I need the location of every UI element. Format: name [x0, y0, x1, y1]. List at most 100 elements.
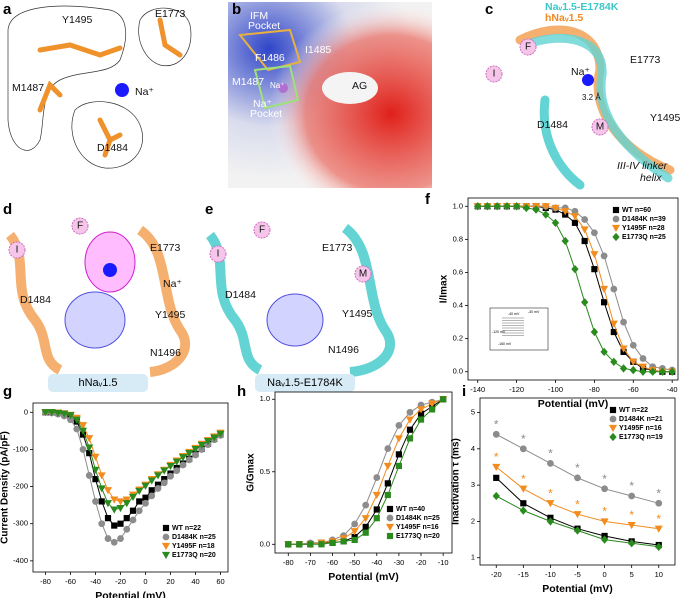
- point: [385, 523, 395, 532]
- point: [386, 514, 394, 522]
- structure-label: III-IV linker: [617, 160, 668, 172]
- point: [66, 412, 75, 420]
- point: [619, 345, 628, 353]
- label-badge: [253, 221, 271, 239]
- legend-label: D1484K n=39: [622, 216, 666, 223]
- x-axis-label: Potential (mV): [95, 590, 166, 598]
- point: [110, 506, 119, 514]
- structure-label: M1487: [12, 82, 44, 94]
- point: [111, 522, 118, 529]
- point: [573, 511, 582, 519]
- point: [141, 482, 150, 490]
- panel-letter: b: [232, 1, 241, 18]
- point: [519, 506, 528, 515]
- legend-label: D1484K n=21: [619, 416, 663, 423]
- x-tick-label: -20: [491, 570, 502, 579]
- y-tick-label: -200: [13, 482, 28, 491]
- point: [117, 535, 124, 542]
- x-tick-label: -20: [416, 558, 427, 567]
- point: [561, 236, 569, 246]
- point: [551, 218, 560, 227]
- y-tick-label: 3: [471, 480, 475, 489]
- point: [135, 487, 144, 496]
- structure-label: M1487: [232, 76, 264, 88]
- plot-frame: [274, 391, 453, 554]
- significance-mark: *: [548, 486, 553, 500]
- point: [110, 538, 118, 546]
- panel-letter: f: [425, 191, 431, 208]
- significance-mark: *: [575, 461, 580, 475]
- point: [185, 450, 194, 458]
- structure-label: F1486: [255, 52, 285, 64]
- point: [191, 445, 200, 454]
- point: [581, 237, 588, 245]
- point: [373, 506, 380, 513]
- significance-mark: *: [548, 447, 553, 461]
- point: [628, 492, 636, 500]
- point: [405, 416, 415, 424]
- point: [104, 535, 112, 542]
- significance-mark: *: [575, 497, 580, 511]
- point: [216, 430, 225, 438]
- y-tick-label: -400: [13, 556, 28, 565]
- point: [428, 406, 436, 413]
- point: [98, 520, 106, 528]
- point: [519, 485, 528, 493]
- structure-label: I1485: [305, 44, 331, 56]
- y-tick-label: 0: [24, 407, 28, 416]
- structure-label: D1484: [20, 294, 51, 306]
- point: [85, 444, 94, 452]
- x-tick-label: -80: [283, 558, 294, 567]
- structure-label: Y1495: [62, 14, 93, 26]
- structure-label: hNaᵥ1.5: [545, 12, 583, 24]
- point: [179, 461, 187, 469]
- point: [142, 499, 149, 507]
- point: [122, 500, 131, 508]
- x-tick-label: -100: [548, 385, 563, 394]
- x-tick-label: -10: [545, 570, 556, 579]
- point: [512, 202, 521, 211]
- point: [406, 408, 414, 416]
- point: [372, 491, 381, 499]
- point: [493, 474, 500, 481]
- structure-label: D1484: [225, 289, 256, 301]
- structure-label: I: [16, 245, 19, 256]
- x-tick-label: 10: [655, 570, 663, 579]
- significance-mark: *: [521, 472, 526, 486]
- point: [386, 532, 394, 540]
- legend-label: Y1495F n=28: [622, 225, 665, 232]
- point: [110, 496, 119, 504]
- point: [166, 463, 175, 471]
- structure-label: Na⁺: [270, 81, 284, 90]
- point: [172, 458, 181, 466]
- structure-label: E1773: [322, 242, 353, 254]
- point: [384, 445, 392, 452]
- structure-label: M: [359, 269, 367, 280]
- point: [373, 515, 380, 522]
- point: [610, 328, 617, 336]
- point: [123, 515, 130, 522]
- y-tick-label: 5: [471, 408, 475, 417]
- point: [78, 427, 88, 435]
- point: [41, 409, 50, 417]
- panel-b-surface: [228, 2, 432, 188]
- structure-label: helix: [640, 172, 662, 184]
- x-tick-label: -5: [574, 570, 581, 579]
- point: [440, 396, 447, 403]
- point: [590, 327, 599, 337]
- point: [91, 466, 100, 474]
- point: [493, 202, 501, 211]
- inset-label: -120 mV: [492, 330, 506, 334]
- point: [608, 424, 618, 433]
- point: [116, 505, 125, 513]
- structure-label: E1773: [630, 54, 661, 66]
- point: [612, 215, 620, 223]
- legend-label: WT n=22: [619, 407, 648, 414]
- panel-letter: i: [462, 383, 466, 400]
- point: [128, 493, 138, 501]
- point: [307, 541, 314, 548]
- label-badge: [354, 265, 372, 283]
- point: [570, 213, 580, 221]
- x-tick-label: -80: [589, 385, 600, 394]
- point: [395, 462, 402, 470]
